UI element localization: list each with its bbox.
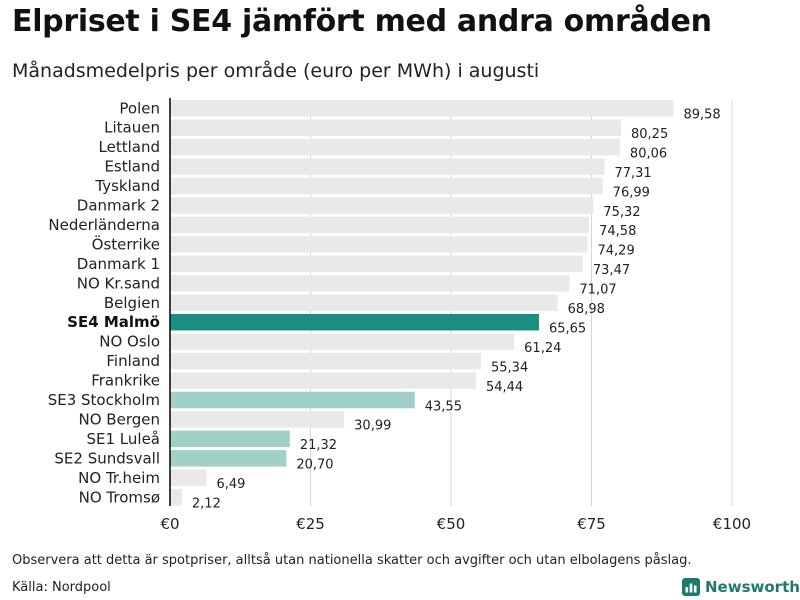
value-label: 65,65 — [549, 321, 586, 336]
category-label: Polen — [119, 99, 160, 117]
value-label: 80,25 — [631, 127, 668, 142]
category-label: NO Kr.sand — [77, 274, 160, 292]
brand-logo: Newsworthy — [682, 578, 800, 596]
x-tick-label: €25 — [296, 515, 325, 533]
bar-chart: Polen 89,58 Litauen 80,25 Lettland 80,06 Estla… — [48, 98, 751, 533]
category-label: SE4 Malmö — [67, 313, 160, 331]
category-label: Österrike — [92, 234, 160, 253]
value-label: 75,32 — [603, 205, 640, 220]
bar — [170, 391, 415, 409]
chart-title: Elpriset i SE4 jämfört med andra områden — [12, 4, 712, 39]
category-label: Belgien — [104, 294, 160, 312]
bar — [170, 294, 558, 311]
value-label: 55,34 — [491, 360, 528, 375]
bar — [170, 313, 539, 331]
category-label: NO Oslo — [99, 333, 160, 351]
bar — [170, 489, 182, 506]
category-label: Nederländerna — [48, 216, 160, 234]
value-label: 74,29 — [598, 244, 635, 259]
category-label: Estland — [104, 158, 160, 176]
value-label: 74,58 — [599, 224, 636, 239]
category-label: SE1 Luleå — [87, 430, 161, 448]
bar — [170, 100, 674, 117]
bar — [170, 411, 345, 428]
value-label: 77,31 — [614, 166, 651, 181]
category-label: Frankrike — [91, 372, 160, 390]
category-label: Tyskland — [94, 177, 160, 195]
x-tick-label: €50 — [437, 515, 466, 533]
bar — [170, 352, 482, 370]
value-label: 71,07 — [579, 283, 616, 298]
bar — [170, 138, 620, 156]
value-label: 30,99 — [354, 419, 391, 434]
category-label: NO Tromsø — [79, 488, 160, 506]
bar — [170, 430, 290, 448]
value-label: 68,98 — [568, 302, 605, 317]
category-label: Danmark 1 — [77, 255, 160, 273]
value-label: 89,58 — [683, 108, 720, 123]
value-label: 73,47 — [593, 263, 630, 278]
bar — [170, 333, 515, 350]
brand-name: Newsworthy — [705, 578, 800, 596]
category-label: SE2 Sundsvall — [54, 449, 160, 467]
bar — [170, 372, 476, 389]
bar — [170, 216, 590, 234]
bar — [170, 236, 588, 253]
bar — [170, 469, 207, 487]
category-label: Lettland — [99, 138, 160, 156]
category-label: NO Bergen — [79, 410, 160, 428]
category-label: Finland — [106, 352, 160, 370]
chart-subtitle: Månadsmedelpris per område (euro per MWh… — [12, 60, 540, 82]
bar-chart-logo-icon — [682, 578, 700, 596]
value-label: 80,06 — [630, 146, 667, 161]
category-label: Litauen — [104, 119, 160, 137]
value-label: 54,44 — [486, 380, 523, 395]
bar — [170, 119, 622, 136]
x-tick-label: €0 — [160, 515, 179, 533]
bar — [170, 158, 605, 175]
bar — [170, 275, 570, 292]
value-label: 6,49 — [216, 477, 245, 492]
category-label: NO Tr.heim — [78, 469, 160, 487]
bar — [170, 255, 583, 273]
value-label: 20,70 — [296, 458, 333, 473]
value-label: 21,32 — [300, 438, 337, 453]
x-tick-label: €75 — [577, 515, 606, 533]
bar — [170, 197, 594, 214]
bar — [170, 177, 603, 195]
value-label: 76,99 — [613, 185, 650, 200]
footnote: Observera att detta är spotpriser, allts… — [12, 553, 692, 568]
value-label: 2,12 — [192, 497, 221, 512]
value-label: 61,24 — [524, 341, 561, 356]
value-label: 43,55 — [425, 399, 462, 414]
source-label: Källa: Nordpool — [12, 580, 111, 595]
category-label: SE3 Stockholm — [48, 391, 160, 409]
x-tick-label: €100 — [713, 515, 751, 533]
category-label: Danmark 2 — [77, 197, 160, 215]
bar — [170, 450, 287, 467]
